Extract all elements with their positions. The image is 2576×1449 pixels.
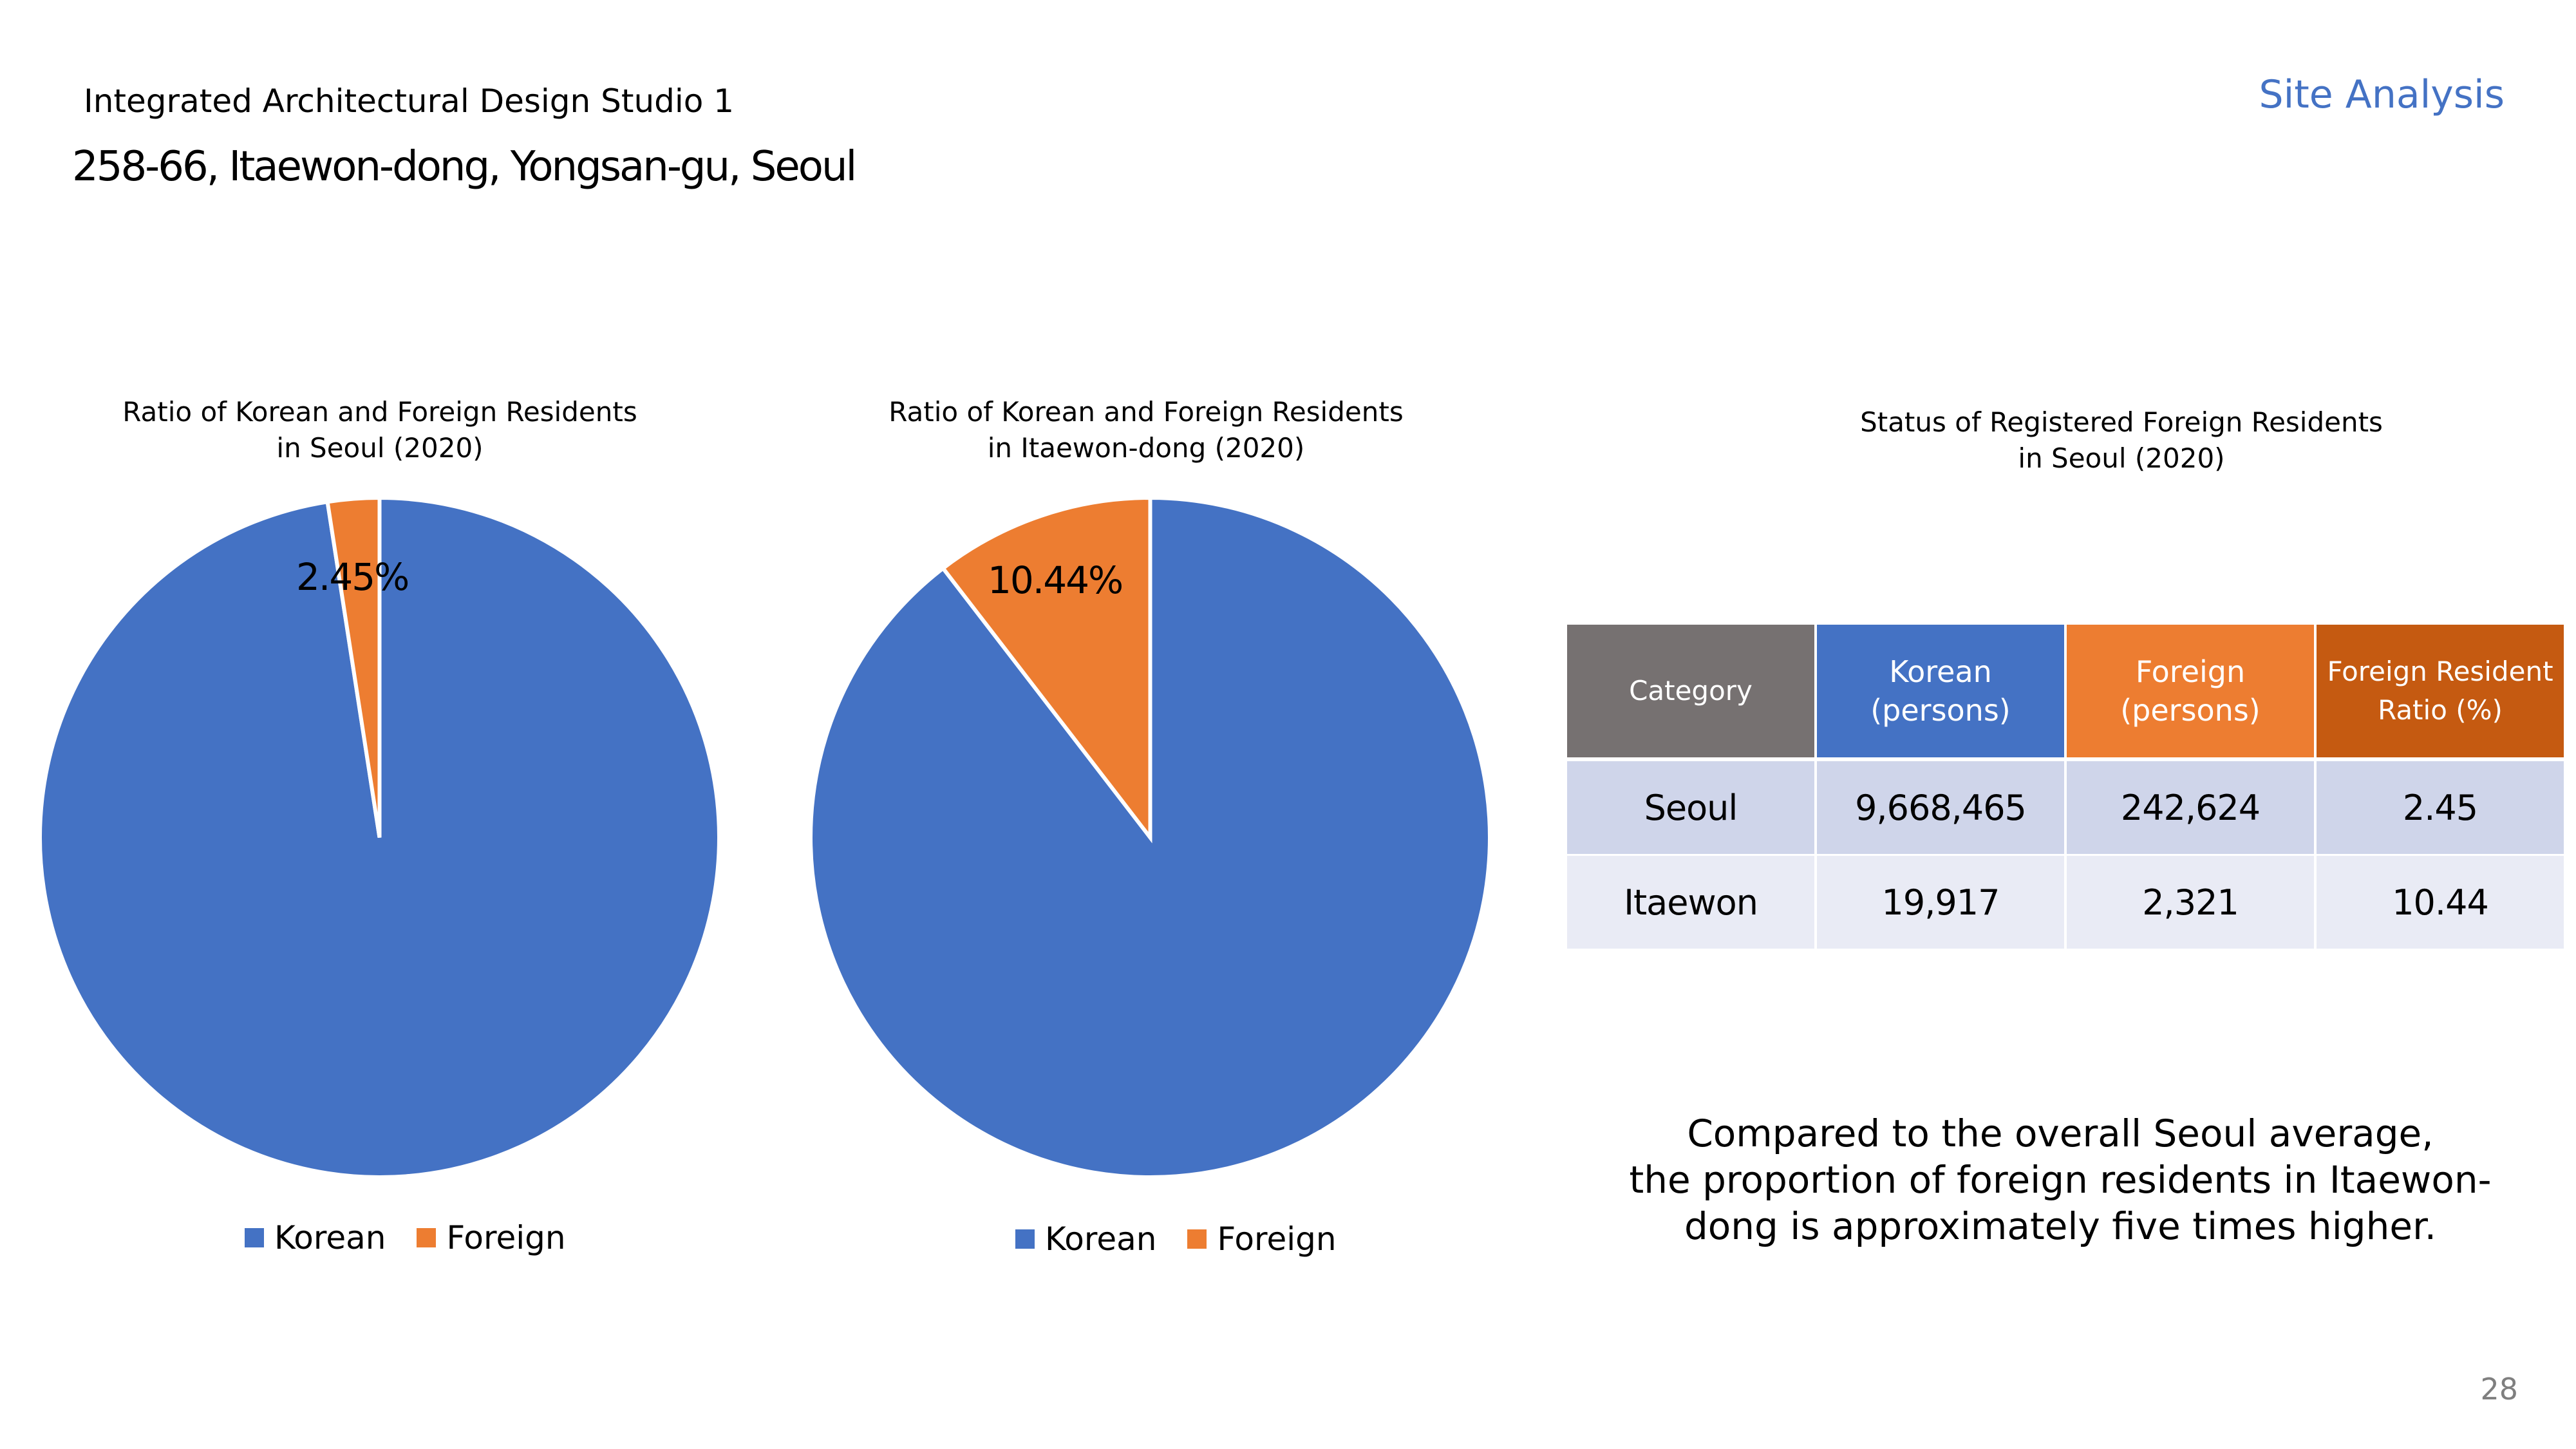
pie-chart-itaewon: 10.44% (809, 495, 1492, 1179)
legend-swatch-foreign (417, 1228, 437, 1247)
cell-foreign: 2,321 (2065, 855, 2317, 951)
pie-seoul-title-line2: in Seoul (2020) (276, 432, 484, 464)
cell-ratio: 2.45 (2315, 759, 2566, 856)
pie-itaewon-data-label: 10.44% (988, 558, 1122, 602)
pie-itaewon-legend: Korean Foreign (1015, 1220, 1368, 1258)
pie-itaewon-title: Ratio of Korean and Foreign Residents in… (882, 394, 1410, 466)
cell-foreign: 242,624 (2065, 759, 2317, 856)
cell-ratio: 10.44 (2315, 855, 2566, 951)
pie-chart-seoul: 2.45% (38, 495, 721, 1179)
pie-slice-foreign (325, 495, 382, 838)
legend-label-korean: Korean (274, 1219, 386, 1256)
cell-category: Itaewon (1567, 855, 1817, 951)
cell-category: Seoul (1567, 759, 1817, 856)
table-title-line2: in Seoul (2020) (2018, 442, 2225, 474)
cell-korean: 19,917 (1816, 855, 2067, 951)
foreign-residents-table: Category Korean (persons) Foreign (perso… (1567, 625, 2566, 951)
pie-slice-foreign (940, 495, 1152, 844)
table-row: Itaewon 19,917 2,321 10.44 (1567, 855, 2566, 951)
section-title: Site Analysis (2259, 72, 2505, 117)
legend-label-foreign: Foreign (446, 1219, 566, 1256)
legend-item-foreign: Foreign (1187, 1220, 1337, 1258)
table-title: Status of Registered Foreign Residents i… (1816, 404, 2427, 477)
pie-seoul-title-line1: Ratio of Korean and Foreign Residents (122, 396, 637, 428)
summary-line1: Compared to the overall Seoul average, (1687, 1112, 2434, 1155)
pie-seoul-legend: Korean Foreign (245, 1219, 597, 1256)
legend-swatch-korean (1015, 1229, 1035, 1249)
site-address: 258-66, Itaewon-dong, Yongsan-gu, Seoul (72, 143, 857, 191)
summary-line2: the proportion of foreign residents in I… (1629, 1158, 2492, 1202)
legend-item-korean: Korean (1015, 1220, 1156, 1258)
pie-itaewon-title-line1: Ratio of Korean and Foreign Residents (888, 396, 1404, 428)
table-row: Seoul 9,668,465 242,624 2.45 (1567, 759, 2566, 856)
page-number: 28 (2480, 1372, 2518, 1406)
header-foreign: Foreign (persons) (2065, 625, 2317, 761)
legend-item-foreign: Foreign (417, 1219, 566, 1256)
header-korean: Korean (persons) (1816, 625, 2067, 761)
legend-swatch-foreign (1187, 1229, 1207, 1249)
header-category: Category (1567, 625, 1817, 761)
pie-seoul-data-label: 2.45% (296, 555, 408, 599)
table-header-row: Category Korean (persons) Foreign (perso… (1567, 625, 2566, 761)
header-ratio: Foreign Resident Ratio (%) (2315, 625, 2566, 761)
legend-item-korean: Korean (245, 1219, 386, 1256)
table-title-line1: Status of Registered Foreign Residents (1860, 406, 2383, 438)
summary-line3: dong is approximately five times higher. (1684, 1204, 2437, 1248)
summary-text: Compared to the overall Seoul average, t… (1571, 1110, 2550, 1249)
legend-label-korean: Korean (1045, 1220, 1157, 1258)
pie-itaewon-title-line2: in Itaewon-dong (2020) (987, 432, 1305, 464)
course-title: Integrated Architectural Design Studio 1 (84, 82, 735, 120)
legend-swatch-korean (245, 1228, 264, 1247)
legend-label-foreign: Foreign (1217, 1220, 1337, 1258)
cell-korean: 9,668,465 (1816, 759, 2067, 856)
pie-seoul-title: Ratio of Korean and Foreign Residents in… (116, 394, 644, 466)
